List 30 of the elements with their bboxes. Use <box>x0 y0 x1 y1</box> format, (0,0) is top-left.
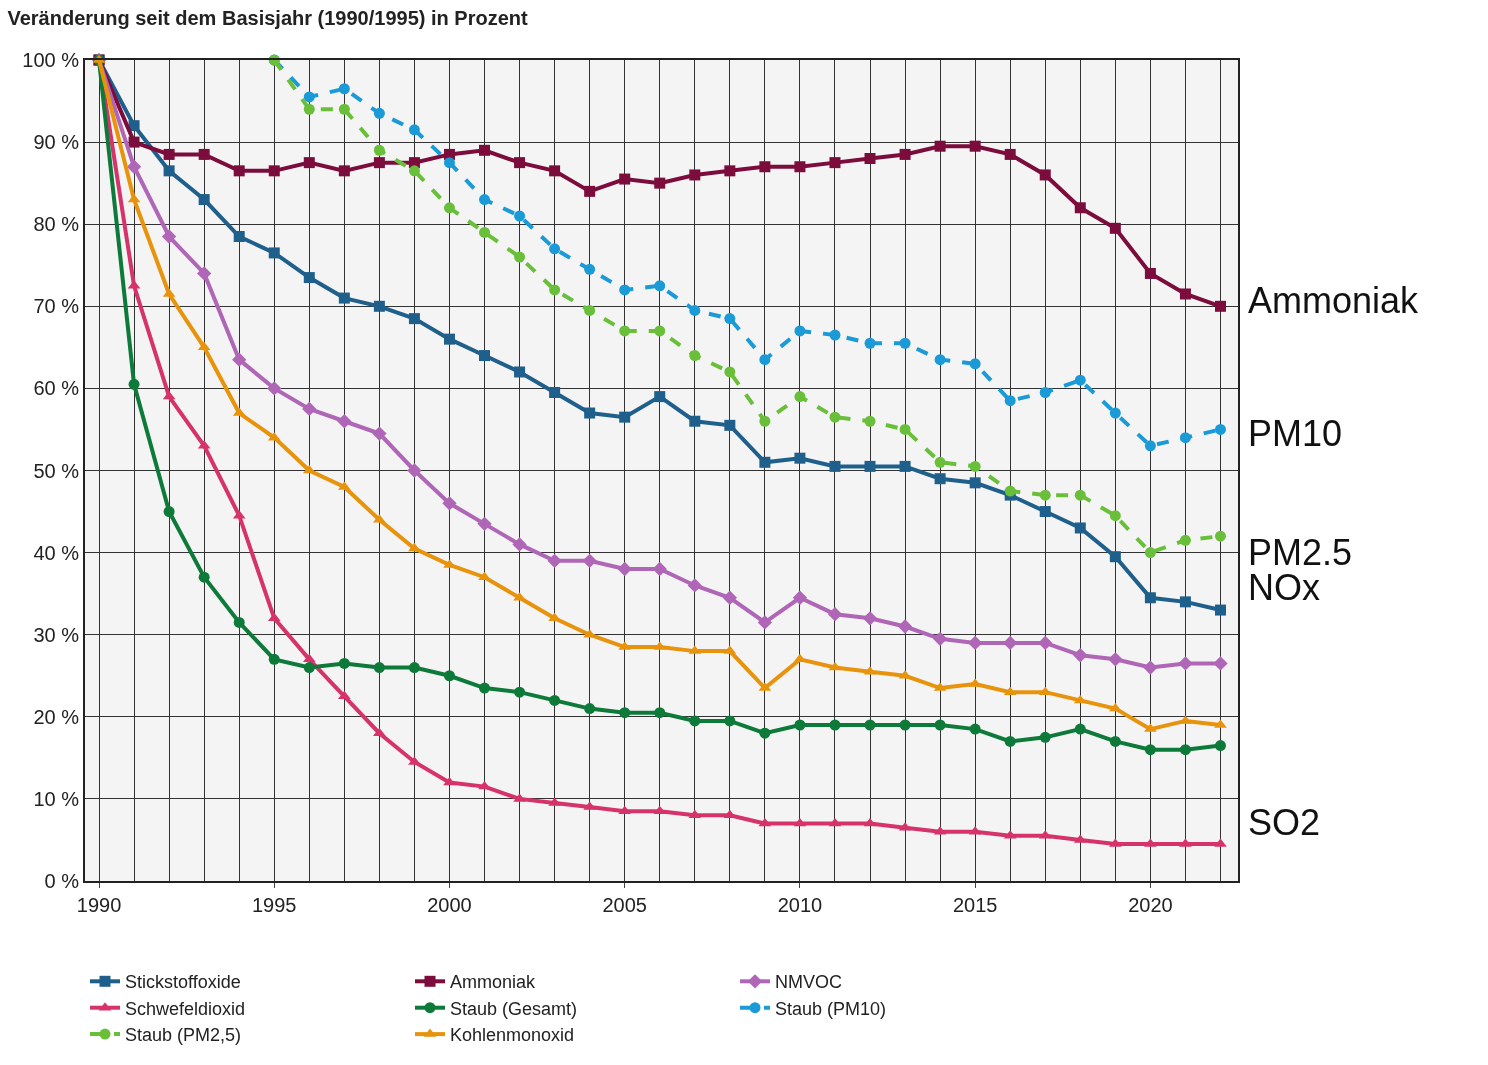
x-tick-label: 1995 <box>252 894 297 916</box>
legend-label: Ammoniak <box>450 972 537 993</box>
y-tick-label: 50 % <box>33 459 80 482</box>
y-tick-label: 30 % <box>33 623 80 646</box>
legend-label: Schwefeldioxid <box>125 998 246 1019</box>
y-tick-label: 60 % <box>33 377 80 400</box>
legend-label: Stickstoffoxide <box>125 972 241 993</box>
x-tick-label: 2010 <box>777 894 823 916</box>
text: Ammoniak <box>1248 280 1420 321</box>
y-tick-label: 40 % <box>33 541 80 564</box>
x-tick-label: 2000 <box>427 894 472 916</box>
y-tick-label: 100 % <box>22 49 80 71</box>
legend-label: Staub (PM10) <box>775 998 887 1019</box>
legend-label: Staub (Gesamt) <box>450 998 578 1019</box>
y-tick-label: 20 % <box>33 705 80 728</box>
y-tick-label: 10 % <box>33 787 80 810</box>
y-tick-label: 80 % <box>33 213 80 236</box>
legend-label: NMVOC <box>775 972 842 993</box>
y-tick-label: 0 % <box>44 870 80 892</box>
x-tick-label: 2020 <box>1128 894 1173 916</box>
x-tick-label: 1990 <box>76 894 122 916</box>
y-tick-label: 90 % <box>33 131 80 154</box>
text: PM10 <box>1248 413 1343 454</box>
text: SO2 <box>1248 802 1321 843</box>
x-tick-label: 2015 <box>952 894 998 916</box>
x-tick-label: 2005 <box>602 894 647 916</box>
legend-label: Kohlenmonoxid <box>450 1025 575 1046</box>
y-tick-label: 70 % <box>33 295 80 318</box>
legend-label: Staub (PM2,5) <box>125 1025 242 1046</box>
chart-title: Veränderung seit dem Basisjahr (1990/1995) in Prozent <box>7 6 528 29</box>
